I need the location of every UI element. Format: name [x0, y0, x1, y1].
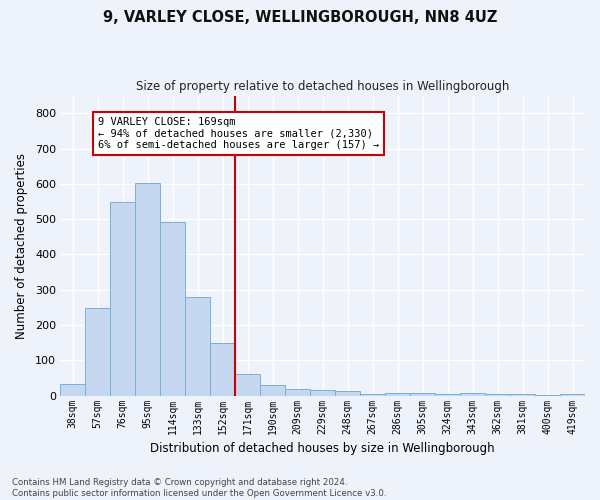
Text: 9 VARLEY CLOSE: 169sqm
← 94% of detached houses are smaller (2,330)
6% of semi-d: 9 VARLEY CLOSE: 169sqm ← 94% of detached…: [98, 116, 379, 150]
Bar: [60, 384, 85, 396]
Bar: [510, 394, 535, 396]
Bar: [235, 374, 260, 396]
Bar: [460, 393, 485, 396]
X-axis label: Distribution of detached houses by size in Wellingborough: Distribution of detached houses by size …: [151, 442, 495, 455]
Bar: [560, 394, 585, 396]
Bar: [160, 222, 185, 396]
Bar: [360, 394, 385, 396]
Bar: [385, 393, 410, 396]
Bar: [310, 390, 335, 396]
Bar: [135, 183, 160, 396]
Text: Contains HM Land Registry data © Crown copyright and database right 2024.
Contai: Contains HM Land Registry data © Crown c…: [12, 478, 386, 498]
Y-axis label: Number of detached properties: Number of detached properties: [15, 152, 28, 338]
Bar: [260, 385, 285, 396]
Bar: [435, 394, 460, 396]
Bar: [410, 393, 435, 396]
Bar: [335, 392, 360, 396]
Bar: [485, 394, 510, 396]
Bar: [85, 308, 110, 396]
Title: Size of property relative to detached houses in Wellingborough: Size of property relative to detached ho…: [136, 80, 509, 93]
Bar: [185, 298, 210, 396]
Bar: [210, 344, 235, 396]
Bar: [110, 202, 135, 396]
Bar: [285, 388, 310, 396]
Text: 9, VARLEY CLOSE, WELLINGBOROUGH, NN8 4UZ: 9, VARLEY CLOSE, WELLINGBOROUGH, NN8 4UZ: [103, 10, 497, 25]
Bar: [535, 395, 560, 396]
